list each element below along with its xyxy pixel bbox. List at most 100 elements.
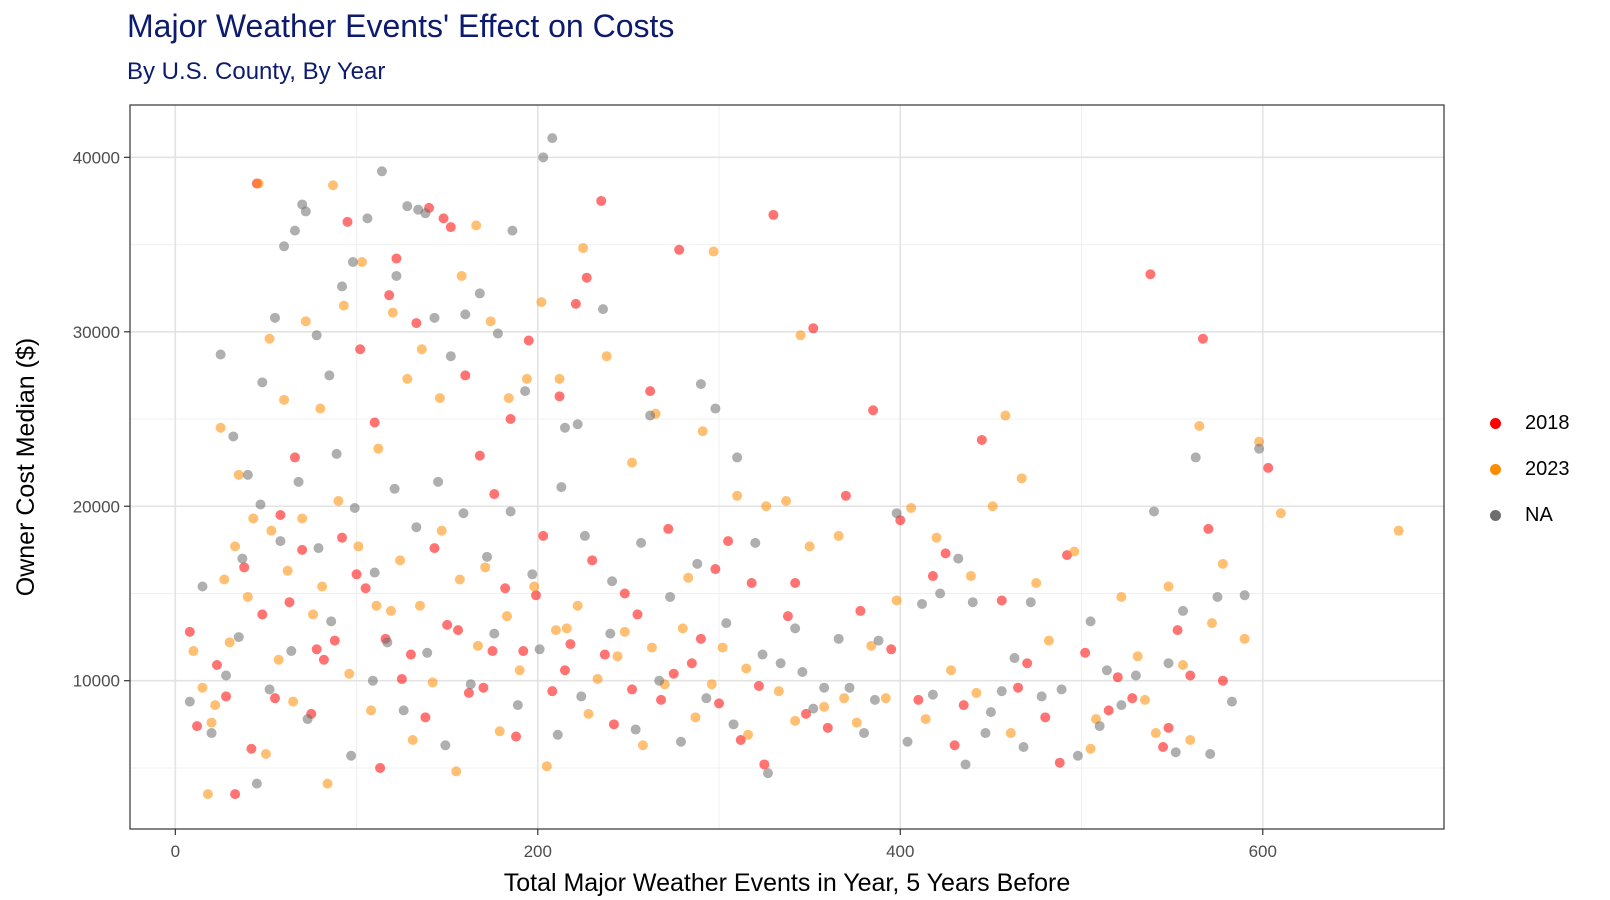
data-point — [260, 748, 271, 759]
data-point — [356, 257, 367, 268]
data-point — [686, 658, 697, 669]
data-point — [521, 373, 532, 384]
data-point — [474, 450, 485, 461]
data-point — [677, 623, 688, 634]
data-point — [453, 625, 464, 636]
data-point — [326, 616, 337, 627]
legend: 2018 2023 NA — [1490, 400, 1570, 538]
x-tick-label: 200 — [524, 842, 552, 861]
data-point — [583, 708, 594, 719]
data-point — [804, 541, 815, 552]
data-point — [1163, 722, 1174, 733]
data-point — [411, 522, 422, 533]
data-point — [1393, 525, 1404, 536]
data-point — [746, 578, 757, 589]
data-point — [1263, 462, 1274, 473]
data-point — [757, 649, 768, 660]
data-point — [980, 728, 991, 739]
data-point — [1226, 696, 1237, 707]
data-point — [188, 646, 199, 657]
data-point — [293, 476, 304, 487]
data-point — [382, 637, 393, 648]
data-point — [480, 562, 491, 573]
data-point — [266, 525, 277, 536]
data-point — [511, 731, 522, 742]
data-point — [762, 768, 773, 779]
data-point — [440, 740, 451, 751]
chart-subtitle: By U.S. County, By Year — [127, 58, 386, 85]
data-point — [833, 633, 844, 644]
data-point — [773, 686, 784, 697]
data-point — [436, 525, 447, 536]
data-point — [269, 693, 280, 704]
data-point — [433, 476, 444, 487]
data-point — [1116, 700, 1127, 711]
data-point — [1170, 747, 1181, 758]
data-point — [645, 386, 656, 397]
plot-background — [130, 105, 1444, 829]
data-point — [197, 682, 208, 693]
data-point — [331, 448, 342, 459]
data-point — [960, 759, 971, 770]
data-point — [391, 270, 402, 281]
data-point — [868, 405, 879, 416]
data-point — [572, 419, 583, 430]
data-point — [576, 691, 587, 702]
data-point — [1239, 590, 1250, 601]
data-point — [701, 693, 712, 704]
data-point — [206, 728, 217, 739]
grid-lines — [130, 105, 1444, 829]
data-point — [360, 583, 371, 594]
data-point — [322, 778, 333, 789]
data-point — [554, 391, 565, 402]
data-point — [646, 642, 657, 653]
data-point — [456, 270, 467, 281]
data-point — [300, 316, 311, 327]
data-point — [630, 724, 641, 735]
data-point — [407, 735, 418, 746]
data-point — [420, 208, 431, 219]
data-point — [311, 644, 322, 655]
data-point — [402, 373, 413, 384]
data-point — [1172, 625, 1183, 636]
data-point — [619, 626, 630, 637]
x-tick-label: 0 — [171, 842, 180, 861]
data-point — [697, 426, 708, 437]
data-point — [297, 513, 308, 524]
data-point — [1132, 651, 1143, 662]
x-tick-label: 400 — [886, 842, 914, 861]
data-point — [1101, 665, 1112, 676]
data-point — [344, 668, 355, 679]
data-point — [819, 701, 830, 712]
data-point — [434, 393, 445, 404]
data-point — [489, 628, 500, 639]
data-point — [627, 457, 638, 468]
data-point — [538, 152, 549, 163]
data-point — [338, 300, 349, 311]
data-point — [1085, 743, 1096, 754]
data-point — [367, 675, 378, 686]
data-point — [279, 241, 290, 252]
data-point — [529, 581, 540, 592]
series-2023 — [188, 178, 1404, 800]
data-point — [636, 537, 647, 548]
data-point — [940, 548, 951, 559]
axis-ticks: 0 200 400 600 10000 20000 30000 40000 — [73, 148, 1277, 861]
data-point — [387, 307, 398, 318]
data-point — [608, 719, 619, 730]
data-point — [518, 646, 529, 657]
data-point — [251, 778, 262, 789]
data-point — [414, 600, 425, 611]
data-point — [967, 597, 978, 608]
data-point — [389, 483, 400, 494]
data-point — [311, 330, 322, 341]
legend-dot-na — [1490, 509, 1501, 521]
data-point — [797, 666, 808, 677]
data-point — [839, 693, 850, 704]
data-point — [327, 180, 338, 191]
data-point — [369, 417, 380, 428]
data-point — [1103, 705, 1114, 716]
data-point — [743, 729, 754, 740]
data-point — [768, 209, 779, 220]
data-point — [416, 344, 427, 355]
